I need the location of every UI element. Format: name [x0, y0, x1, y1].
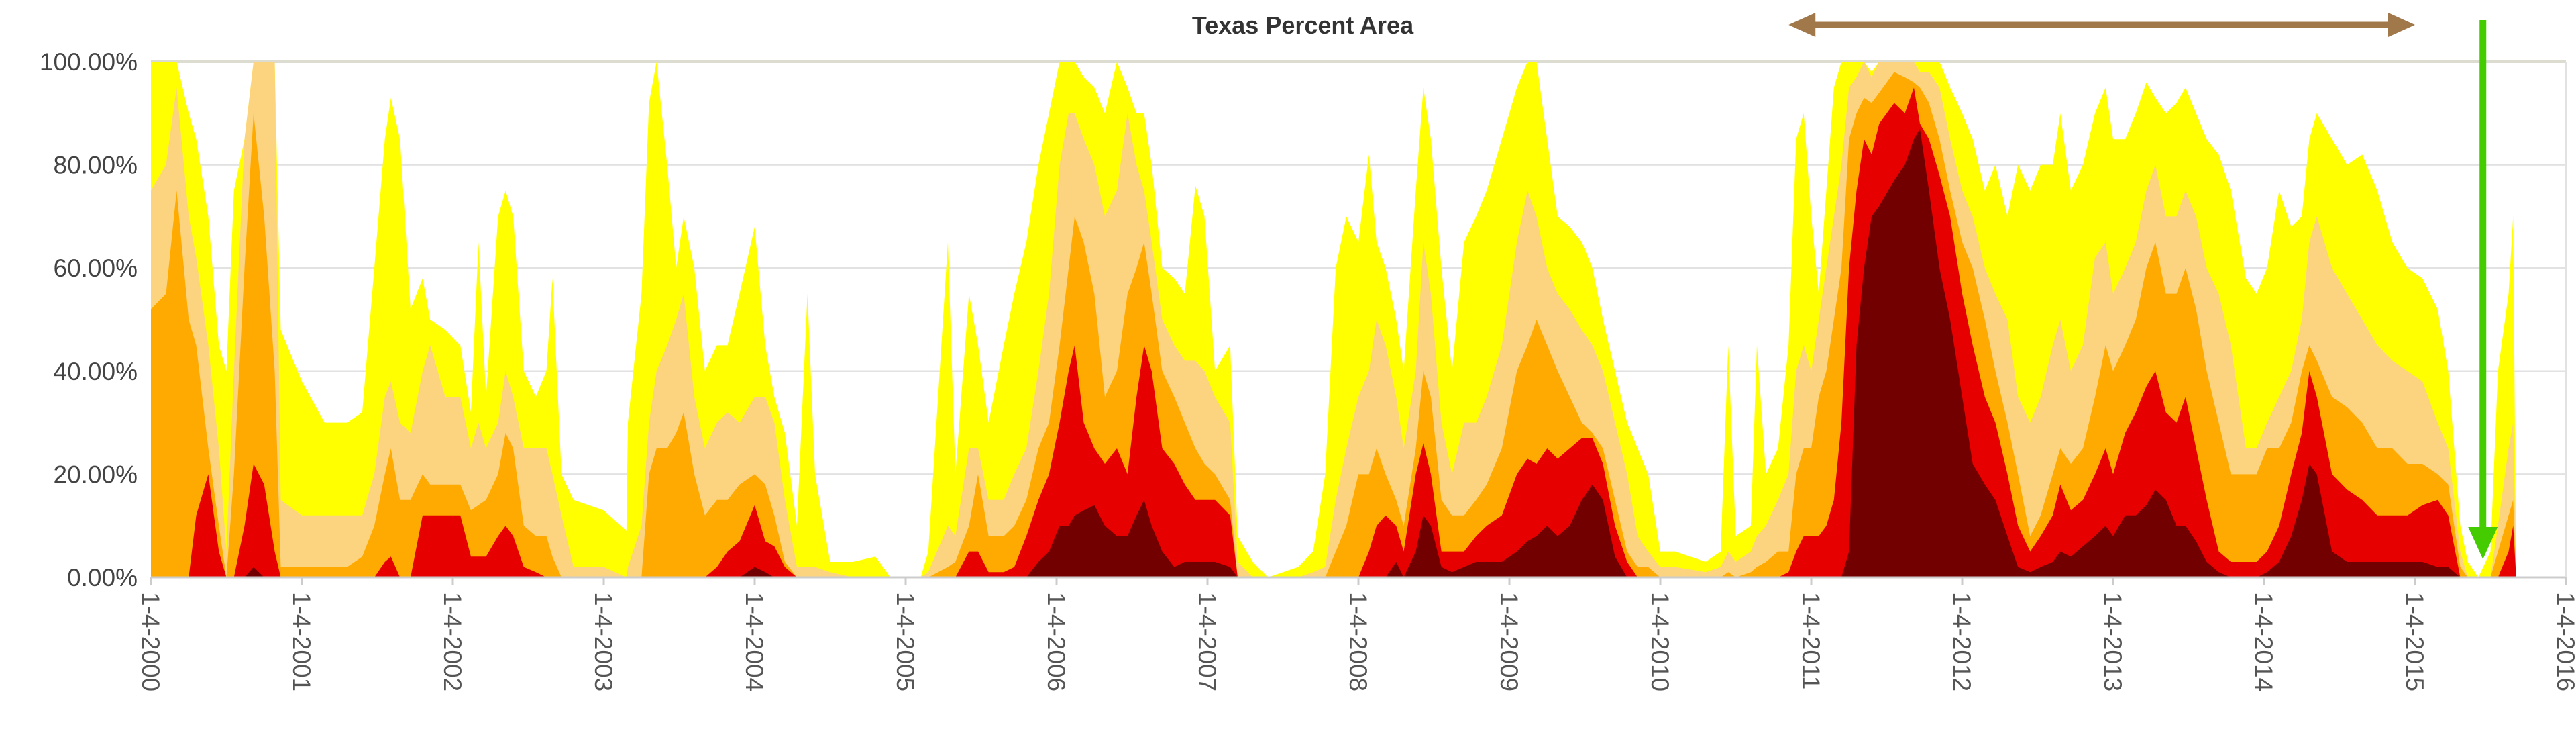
x-tick-label: 1-4-2010	[1646, 592, 1674, 691]
y-tick-label: 20.00%	[54, 460, 138, 488]
y-tick-label: 40.00%	[54, 358, 138, 385]
x-tick-label: 1-4-2000	[137, 592, 164, 691]
x-tick-label: 1-4-2015	[2401, 592, 2428, 691]
range-arrow-left-head	[1788, 13, 1816, 37]
y-tick-label: 60.00%	[54, 254, 138, 282]
x-tick-label: 1-4-2011	[1797, 592, 1825, 689]
x-tick-label: 1-4-2003	[590, 592, 617, 691]
x-axis: 1-4-2000 1-4-2001 1-4-2002 1-4-2003 1-4-2004…	[137, 62, 2576, 691]
y-tick-label: 0.00%	[67, 564, 138, 591]
x-tick-label: 1-4-2002	[439, 592, 466, 691]
y-tick-label: 100.00%	[40, 48, 138, 76]
y-axis: 0.00% 20.00% 40.00% 60.00% 80.00% 100.00%	[40, 48, 138, 591]
x-tick-label: 1-4-2012	[1948, 592, 1976, 691]
x-tick-label: 1-4-2013	[2099, 592, 2127, 691]
x-tick-label: 1-4-2004	[741, 592, 768, 691]
x-tick-label: 1-4-2006	[1042, 592, 1070, 691]
x-tick-label: 1-4-2014	[2250, 592, 2277, 691]
range-arrow-right-head	[2388, 13, 2415, 37]
annotations	[1788, 13, 2498, 559]
x-tick-label: 1-4-2007	[1193, 592, 1221, 691]
x-tick-label: 1-4-2016	[2552, 592, 2576, 691]
area-series-5	[151, 128, 2516, 578]
x-tick-label: 1-4-2001	[288, 592, 315, 691]
stacked-areas	[151, 62, 2516, 578]
chart-title: Texas Percent Area	[1192, 11, 1414, 39]
x-tick-label: 1-4-2009	[1495, 592, 1523, 691]
x-tick-label: 1-4-2008	[1344, 592, 1372, 691]
x-tick-label: 1-4-2005	[892, 592, 919, 691]
y-tick-label: 80.00%	[54, 152, 138, 179]
marker-arrow-head	[2468, 527, 2498, 559]
